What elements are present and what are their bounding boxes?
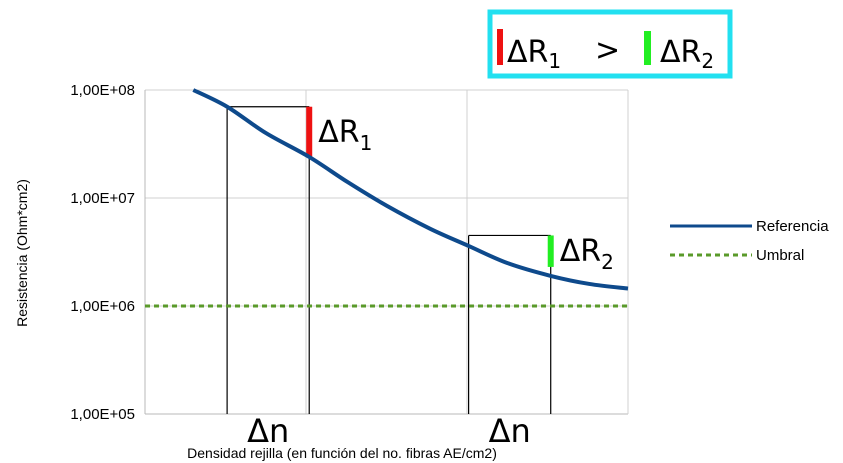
y-tick-label: 1,00E+05	[70, 406, 135, 423]
step2-delta-bar	[547, 235, 554, 267]
y-axis-title: Resistencia (Ohm*cm2)	[14, 179, 30, 327]
step1-delta-bar	[306, 106, 313, 157]
comparison-right-bar	[644, 31, 651, 65]
comparison-operator: >	[595, 33, 620, 68]
step1-delta-n-label: Δn	[247, 412, 289, 450]
x-axis-title: Densidad rejilla (en función del no. fib…	[187, 445, 497, 461]
step2-delta-r-label: ΔR2	[560, 234, 614, 274]
step1-delta-r-label: ΔR1	[318, 115, 372, 155]
y-tick-label: 1,00E+08	[70, 82, 135, 99]
y-tick-label: 1,00E+06	[70, 298, 135, 315]
legend-label-referencia: Referencia	[756, 218, 829, 235]
comparison-box-border	[487, 9, 733, 79]
y-tick-labels: 1,00E+05 1,00E+06 1,00E+07 1,00E+08	[70, 82, 135, 423]
step-annotations: ΔR1 Δn ΔR2 Δn	[226, 106, 614, 450]
series-layer	[145, 88, 629, 308]
comparison-box: ΔR1 > ΔR2	[487, 9, 733, 79]
comparison-left-label: ΔR1	[507, 35, 561, 73]
grid	[145, 89, 628, 415]
y-tick-label: 1,00E+07	[70, 190, 135, 207]
legend: Referencia Umbral	[670, 218, 829, 264]
comparison-left-bar	[497, 29, 503, 65]
step2-delta-n-label: Δn	[489, 412, 531, 450]
plot-frame	[144, 90, 629, 415]
series-line-referencia	[192, 88, 629, 291]
legend-label-umbral: Umbral	[756, 247, 804, 264]
comparison-right-label: ΔR2	[660, 35, 714, 73]
